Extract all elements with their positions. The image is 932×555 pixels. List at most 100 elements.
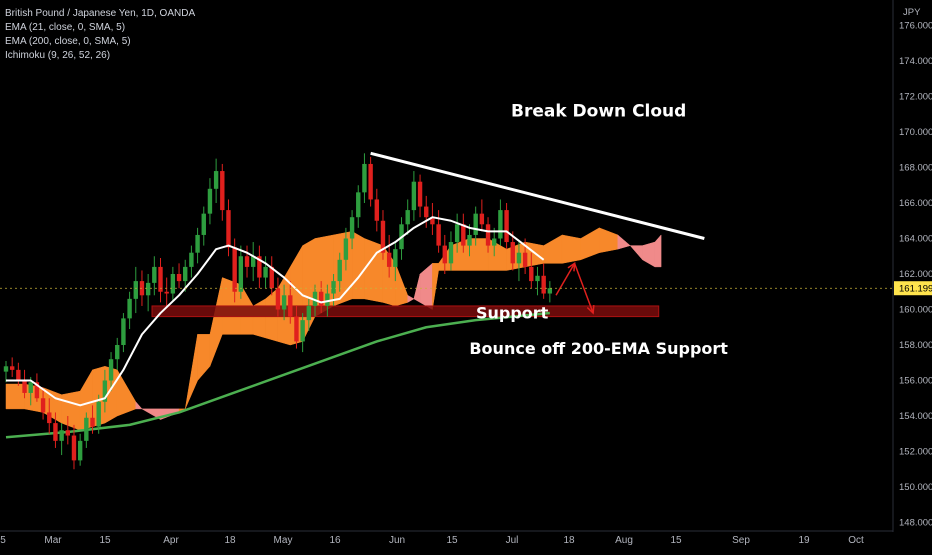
time-tick-label: 15 bbox=[99, 535, 111, 546]
candle-body bbox=[158, 266, 163, 292]
time-tick-label: May bbox=[274, 535, 293, 546]
cloud-segment bbox=[135, 401, 143, 410]
annotation-label: Break Down Cloud bbox=[511, 101, 686, 121]
candle-body bbox=[522, 252, 528, 267]
candle-body bbox=[529, 266, 534, 282]
candle-body bbox=[108, 359, 114, 381]
candle-body bbox=[393, 249, 398, 267]
candle-body bbox=[325, 293, 330, 306]
projection-segment bbox=[573, 263, 594, 314]
candle-body bbox=[343, 238, 349, 260]
cloud-segment bbox=[419, 262, 433, 310]
candle-body bbox=[71, 435, 77, 461]
candle-body bbox=[22, 380, 27, 393]
cloud-segment bbox=[42, 387, 62, 424]
candle-body bbox=[510, 242, 515, 264]
symbol-title: British Pound / Japanese Yen, 1D, OANDA bbox=[5, 8, 196, 19]
candle-body bbox=[238, 256, 244, 292]
ema200-line bbox=[5, 311, 550, 439]
candle-body bbox=[28, 382, 33, 393]
cloud-segment bbox=[487, 238, 507, 271]
time-tick-label: 15 bbox=[446, 535, 458, 546]
indicator-ichimoku: Ichimoku (9, 26, 52, 26) bbox=[5, 50, 111, 61]
candle-body bbox=[492, 238, 497, 246]
ema200-path bbox=[5, 311, 550, 439]
candle-body bbox=[535, 275, 540, 282]
candle-body bbox=[226, 210, 231, 248]
price-tick-label: 166.000 bbox=[899, 198, 932, 209]
candle-body bbox=[368, 163, 373, 200]
cloud-segment bbox=[654, 234, 662, 268]
candle-body bbox=[189, 252, 194, 267]
candles bbox=[3, 153, 553, 470]
cloud-segment bbox=[351, 230, 365, 300]
candle-body bbox=[473, 213, 478, 235]
cloud-segment bbox=[543, 234, 563, 264]
ema21-path bbox=[6, 216, 545, 407]
candle-body bbox=[170, 274, 176, 294]
cloud-segment bbox=[197, 334, 211, 382]
candle-body bbox=[59, 430, 64, 441]
candle-body bbox=[405, 210, 410, 225]
candle-body bbox=[133, 281, 138, 299]
annotation-label: Support bbox=[476, 304, 549, 323]
time-tick-label: Apr bbox=[163, 535, 179, 546]
cloud-segment bbox=[252, 298, 266, 339]
time-axis: 5 Mar 15 Apr 18 May 16 Jun 15 Jul 18 Aug 15 Sep 19 Oct bbox=[0, 530, 893, 546]
cloud-segment bbox=[642, 241, 656, 268]
candle-body bbox=[213, 171, 219, 189]
candle-body bbox=[281, 295, 287, 310]
cloud-segment bbox=[450, 238, 470, 271]
last-price-label: 161.199 bbox=[899, 284, 932, 295]
candle-body bbox=[331, 281, 336, 294]
candle-body bbox=[504, 210, 509, 243]
price-tick-label: 164.000 bbox=[899, 234, 932, 245]
candle-body bbox=[380, 220, 386, 253]
candle-body bbox=[232, 247, 237, 292]
annotations: Break Down Cloud Support Bounce off 200-EM… bbox=[469, 101, 728, 358]
cloud-segment bbox=[184, 334, 198, 409]
price-tick-label: 168.000 bbox=[899, 163, 932, 174]
candle-body bbox=[300, 320, 305, 342]
time-tick-label: 18 bbox=[563, 535, 575, 546]
candle-body bbox=[145, 282, 151, 296]
cloud-segment bbox=[561, 234, 581, 264]
price-tick-label: 172.000 bbox=[899, 92, 932, 103]
cloud-segment bbox=[61, 390, 81, 431]
indicator-ema21: EMA (21, close, 0, SMA, 5) bbox=[5, 22, 126, 33]
candle-body bbox=[263, 266, 268, 278]
time-tick-label: Jun bbox=[389, 535, 405, 546]
candle-body bbox=[337, 259, 342, 282]
chart-legend: British Pound / Japanese Yen, 1D, OANDA … bbox=[5, 7, 195, 63]
candle-body bbox=[547, 288, 553, 294]
candle-body bbox=[65, 430, 70, 436]
candle-body bbox=[102, 380, 108, 402]
candle-body bbox=[417, 181, 423, 207]
trendline bbox=[370, 151, 705, 240]
candle-body bbox=[115, 345, 120, 360]
candle-body bbox=[257, 256, 262, 278]
candle-body bbox=[448, 242, 454, 264]
last-price-tag bbox=[894, 281, 932, 296]
candle-body bbox=[349, 217, 355, 239]
candle-body bbox=[541, 275, 546, 294]
time-tick-label: 19 bbox=[798, 535, 810, 546]
price-tick-label: 176.000 bbox=[899, 21, 932, 32]
cloud-segment bbox=[364, 238, 384, 303]
time-tick-label: Aug bbox=[615, 535, 633, 546]
price-tick-label: 170.000 bbox=[899, 127, 932, 138]
projection-arrows bbox=[555, 261, 595, 315]
cloud-segment bbox=[469, 238, 489, 271]
candle-body bbox=[3, 366, 9, 372]
candle-body bbox=[411, 181, 417, 211]
candle-body bbox=[430, 217, 435, 225]
cloud-segment bbox=[314, 234, 334, 318]
trendline-path bbox=[370, 151, 705, 240]
projection-arrowhead bbox=[586, 305, 595, 315]
projection-segment bbox=[555, 262, 576, 296]
candle-body bbox=[294, 316, 299, 342]
support-zone-rect bbox=[151, 305, 660, 318]
candle-body bbox=[467, 234, 472, 246]
